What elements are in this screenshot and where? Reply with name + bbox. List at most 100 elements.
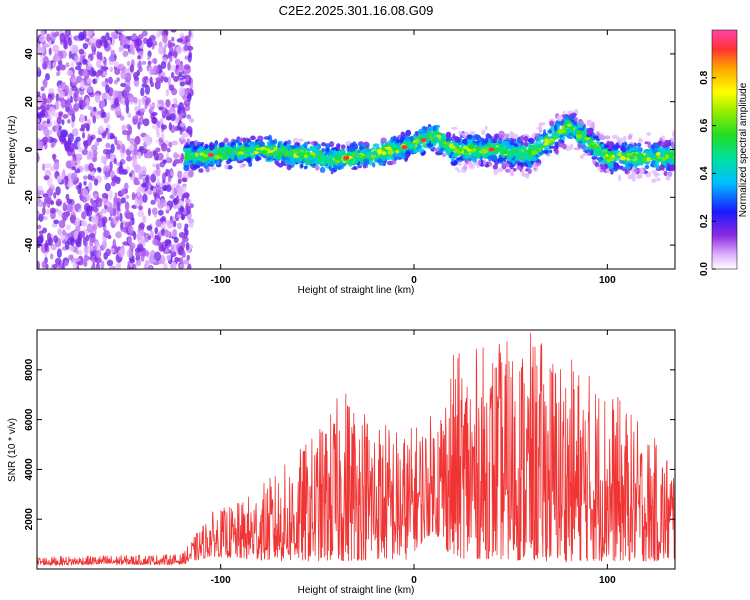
spectrogram-cell	[61, 212, 69, 221]
spectrogram-cell	[66, 198, 72, 205]
spectrogram-cell	[579, 154, 584, 160]
spectrogram-cell	[132, 263, 137, 269]
spectrogram-cell	[145, 139, 152, 146]
spectrogram-cell	[488, 162, 493, 167]
spectrogram-cell	[131, 192, 136, 201]
spectrogram-cell	[392, 135, 397, 142]
spectrogram-cell	[184, 80, 191, 86]
spectrogram-cell	[67, 133, 74, 143]
spectrogram-cell	[143, 250, 150, 257]
spectrogram-cell	[478, 159, 482, 166]
spectrogram-cell	[185, 75, 190, 82]
spectrogram-cell	[78, 230, 86, 239]
spectrogram-cell	[189, 203, 194, 209]
spectrogram-cell	[137, 210, 145, 218]
spectrogram-cell	[536, 126, 542, 130]
spectrogram-cell	[38, 35, 46, 43]
spectrogram-cell	[610, 169, 614, 175]
spectrogram-cell	[525, 173, 530, 179]
spectrogram-cell	[144, 237, 149, 243]
spectrogram-cell	[287, 152, 295, 158]
spectrogram-cell	[177, 186, 184, 196]
spectrogram-cell	[92, 245, 97, 252]
y-tick-label: 0	[24, 146, 35, 152]
spectrogram-cell	[79, 127, 86, 132]
spectrogram-cell	[57, 209, 63, 217]
spectrogram-cell	[638, 137, 642, 142]
spectrogram-cell	[75, 184, 79, 190]
spectrogram-cell	[618, 174, 622, 182]
spectrogram-cell	[580, 137, 585, 141]
spectrogram-cell	[54, 257, 62, 266]
spectrogram-cell	[121, 143, 126, 154]
spectrogram-cell	[319, 166, 326, 173]
spectrogram-cell	[66, 236, 74, 245]
spectrogram-cell	[254, 155, 260, 162]
spectrogram-cell	[481, 139, 488, 146]
spectrogram-cell	[118, 165, 123, 172]
spectrogram-cell	[575, 133, 583, 139]
spectrogram-cell	[556, 114, 563, 122]
spectrogram-cell	[535, 159, 540, 164]
spectrogram-cell	[37, 185, 44, 191]
spectrogram-cell	[148, 190, 153, 196]
spectrogram-cell	[512, 149, 518, 153]
spectrogram-cell	[74, 217, 81, 227]
spectrogram-cell	[61, 262, 65, 269]
spectrogram-cell	[137, 169, 142, 175]
spectrogram-cell	[75, 96, 83, 102]
colorbar-tick-label: 0.0	[699, 262, 710, 276]
spectrogram-cell	[129, 64, 135, 73]
spectrogram-cell	[57, 228, 62, 236]
spectrogram-cell	[573, 147, 581, 151]
spectrogram-cell	[165, 99, 171, 108]
spectrogram-cell	[51, 107, 56, 117]
spectrogram-cell	[433, 147, 440, 152]
spectrogram-cell	[126, 86, 130, 97]
spectrogram-cell	[446, 136, 452, 143]
spectrogram-cell	[119, 212, 123, 222]
spectrogram-cell	[298, 138, 304, 142]
spectrogram-cell	[84, 240, 88, 247]
y-tick-label: 6000	[24, 408, 35, 431]
spectrogram-cell	[292, 158, 300, 162]
spectrogram-cell	[553, 135, 558, 140]
spectrogram-cell	[277, 162, 284, 168]
spectrogram-cell	[639, 167, 645, 175]
spectrogram-cell	[86, 78, 92, 85]
spectrogram-cell	[93, 193, 98, 200]
spectrogram-cell	[45, 263, 49, 269]
spectrogram-cell	[181, 131, 186, 140]
spectrogram-cell	[340, 144, 346, 150]
spectrogram-cell	[136, 187, 142, 197]
spectrogram-cell	[138, 33, 144, 40]
spectrogram-cell	[44, 73, 50, 81]
spectrogram-cell	[548, 138, 556, 142]
spectrogram-cell	[571, 112, 577, 118]
spectrogram-cell	[593, 143, 598, 148]
spectrogram-cell	[156, 132, 161, 138]
spectrogram-cell	[37, 66, 41, 73]
spectrogram-cell	[146, 225, 153, 231]
snr-axes: -100 0 100 2000 4000 6000 8000	[24, 330, 675, 586]
spectrogram-cell	[78, 182, 83, 190]
spectrogram-cell	[348, 145, 355, 153]
spectrogram-cell	[351, 152, 356, 157]
spectrogram-cell	[188, 153, 195, 157]
spectrogram-cell	[491, 154, 498, 161]
spectrogram-cell	[503, 133, 510, 139]
spectrogram-cell	[157, 209, 164, 216]
spectrogram-cell	[160, 142, 168, 152]
spectrogram-cell	[101, 208, 106, 214]
spectrogram-cell	[71, 77, 77, 83]
spectrogram-cell	[223, 137, 229, 143]
spectrogram-cell	[137, 121, 141, 130]
spectrogram-cell	[109, 152, 115, 162]
spectrogram-cell	[77, 249, 83, 256]
spectrogram-cell	[671, 130, 675, 138]
spectrogram-cell	[150, 230, 155, 239]
spectrogram-cell	[114, 79, 118, 85]
spectrogram-cell	[138, 205, 143, 211]
spectrogram-cell	[164, 230, 171, 238]
spectrogram-cell	[255, 147, 261, 151]
